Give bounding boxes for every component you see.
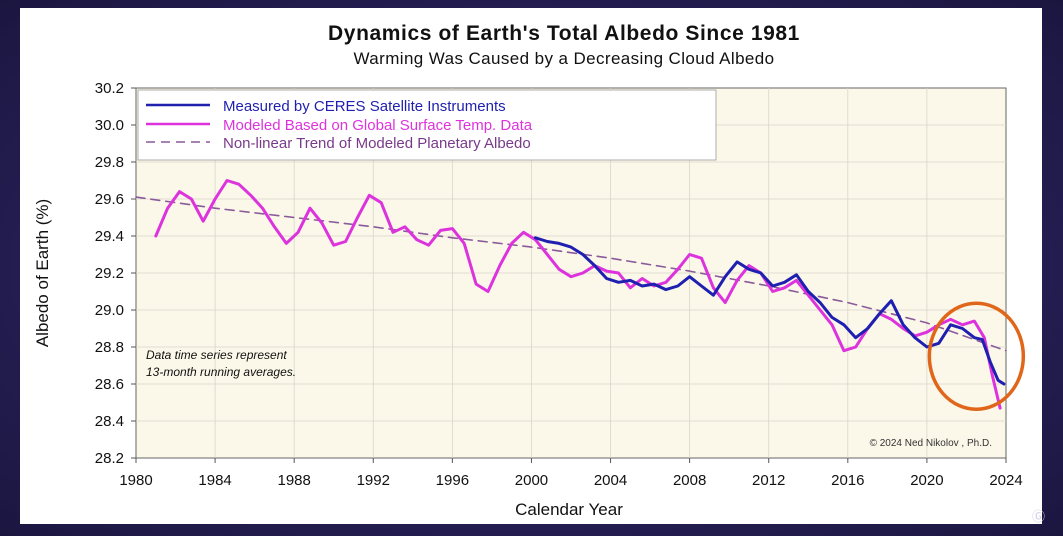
trend-dashed-line [135, 196, 1007, 352]
chart-subtitle: Warming Was Caused by a Decreasing Cloud… [353, 49, 774, 68]
x-tick-label: 1980 [119, 472, 152, 489]
y-tick-label: 30.2 [95, 80, 124, 97]
y-tick-label: 29.2 [95, 265, 124, 282]
chart-title: Dynamics of Earth's Total Albedo Since 1… [328, 22, 800, 45]
y-tick-label: 28.4 [95, 413, 124, 430]
y-tick-labels: 28.2 28.4 28.6 28.8 29.0 29.2 29.4 29.6 29.8 30.0… [95, 80, 124, 467]
ceres-measured-line [533, 236, 1006, 386]
y-tick-label: 30.0 [95, 117, 124, 134]
series-lines [135, 179, 1007, 410]
y-tick-label: 28.2 [95, 450, 124, 467]
copyright-credit: © 2024 Ned Nikolov , Ph.D. [870, 438, 992, 449]
y-tick-label: 28.8 [95, 339, 124, 356]
legend: Measured by CERES Satellite Instruments … [137, 89, 717, 161]
y-tick-label: 29.4 [95, 228, 124, 245]
legend-label-modeled: Modeled Based on Global Surface Temp. Da… [223, 117, 533, 134]
x-tick-label: 2012 [752, 472, 785, 489]
y-tick-label: 29.6 [95, 191, 124, 208]
x-tick-label: 1996 [436, 472, 469, 489]
x-axis-label: Calendar Year [515, 500, 623, 519]
x-tick-label: 2000 [515, 472, 548, 489]
y-tick-label: 28.6 [95, 376, 124, 393]
chart-panel: Dynamics of Earth's Total Albedo Since 1… [20, 8, 1042, 524]
legend-box [137, 89, 717, 161]
x-tick-label: 1984 [198, 472, 231, 489]
x-tick-label: 1992 [357, 472, 390, 489]
x-tick-label: 1988 [277, 472, 310, 489]
albedo-chart: Dynamics of Earth's Total Albedo Since 1… [33, 22, 1026, 519]
highlight-ellipse [927, 301, 1026, 411]
note-line-1: Data time series represent [146, 348, 287, 362]
x-tick-label: 2004 [594, 472, 627, 489]
x-tick-label: 2024 [989, 472, 1022, 489]
x-tick-labels: 1980 1984 1988 1992 1996 2000 2004 2008 2012 2016… [119, 472, 1022, 489]
x-tick-label: 2008 [673, 472, 706, 489]
x-tick-label: 2020 [910, 472, 943, 489]
legend-label-trend: Non-linear Trend of Modeled Planetary Al… [223, 135, 531, 152]
y-axis-label: Albedo of Earth (%) [33, 199, 52, 347]
y-tick-label: 29.0 [95, 302, 124, 319]
x-tick-label: 2016 [831, 472, 864, 489]
note-line-2: 13-month running averages. [146, 365, 296, 379]
legend-label-ceres: Measured by CERES Satellite Instruments [223, 98, 506, 115]
y-tick-label: 29.8 [95, 154, 124, 171]
